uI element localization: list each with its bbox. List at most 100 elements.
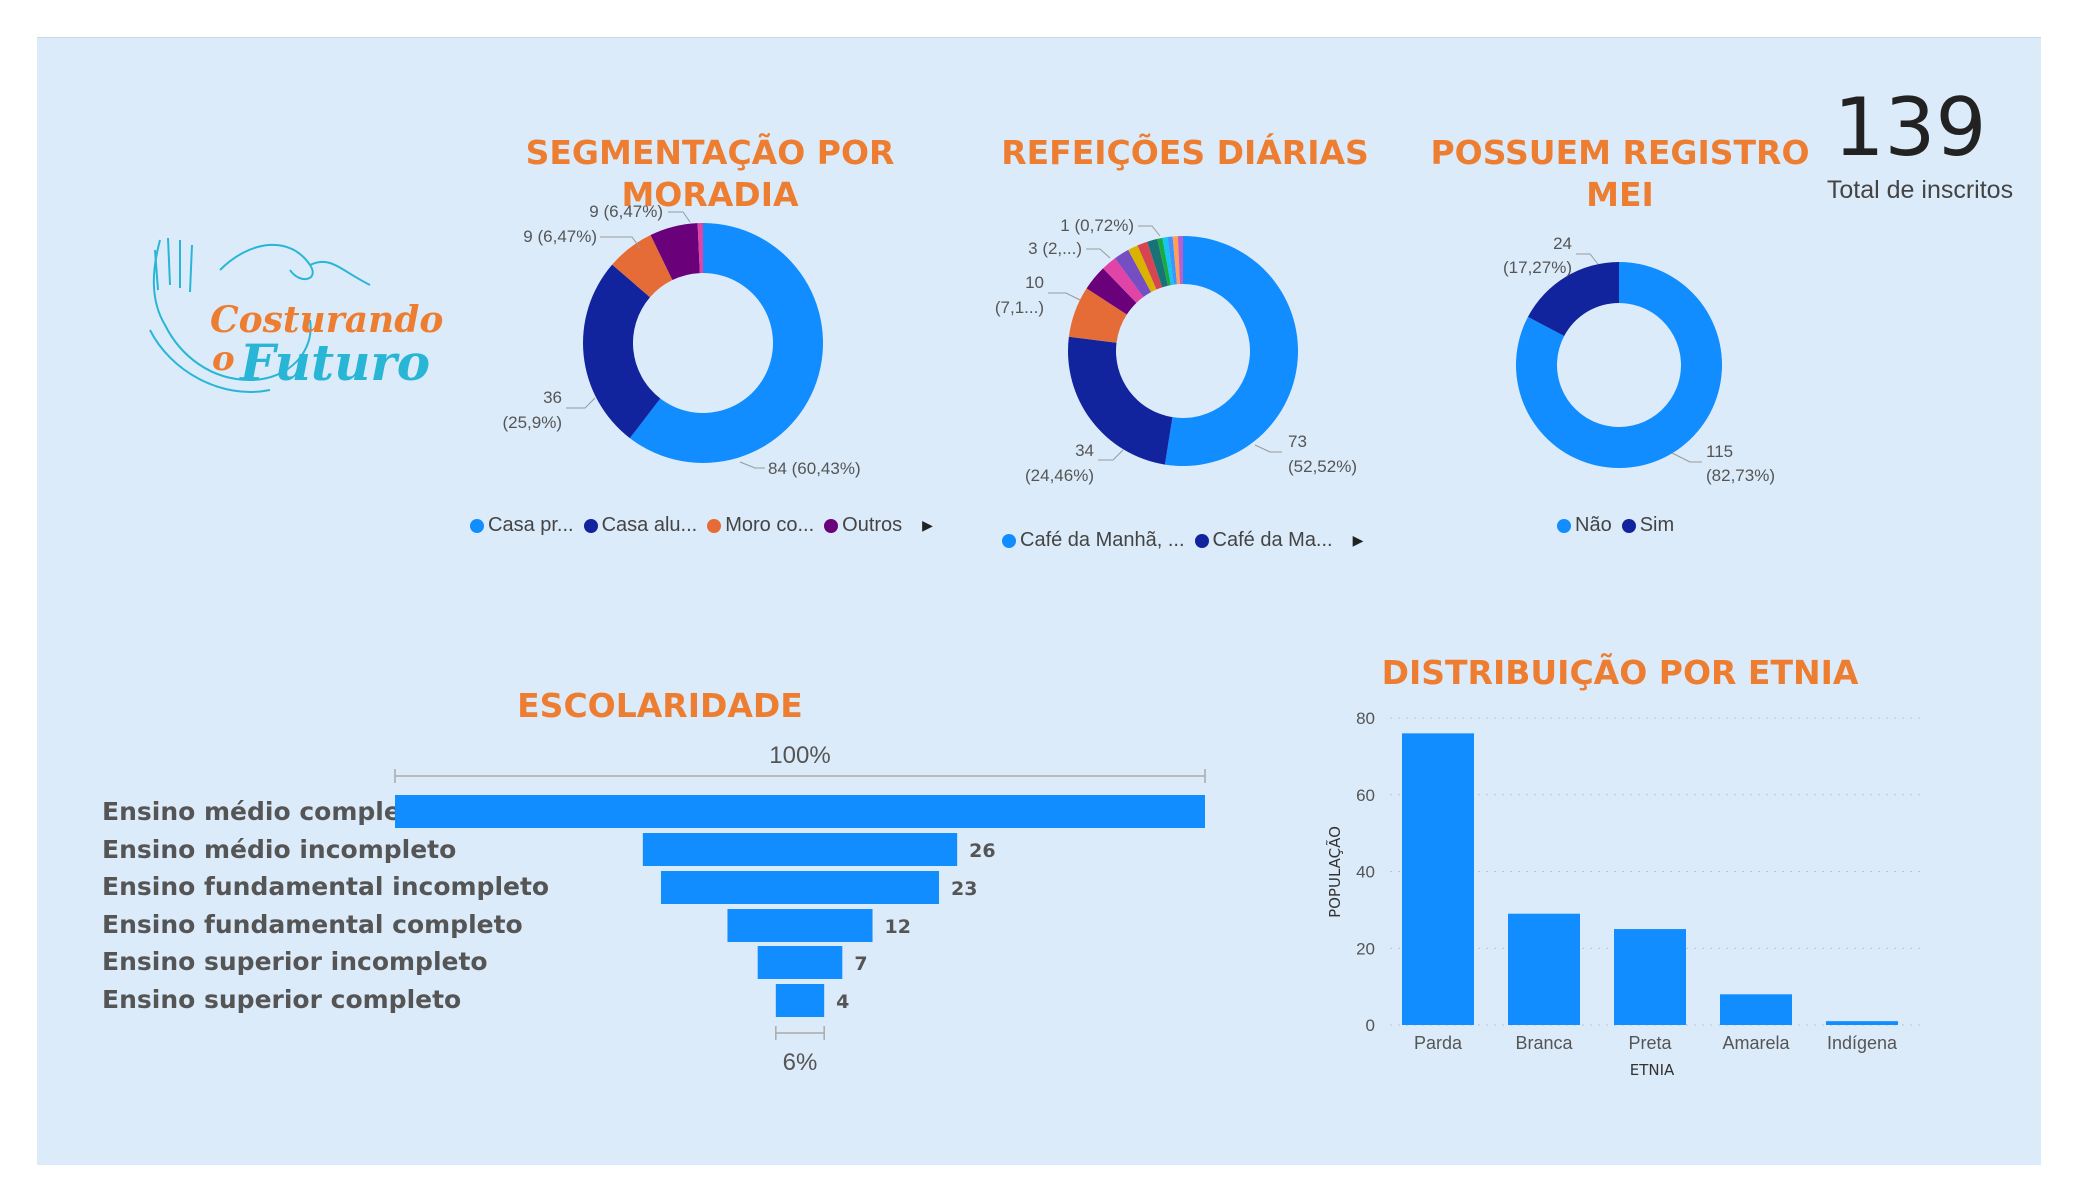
- donut-slice[interactable]: [1137, 241, 1163, 290]
- data-label: 9 (6,47%): [589, 202, 663, 221]
- chart-title-etnia: DISTRIBUIÇÃO POR ETNIA: [1381, 653, 1859, 692]
- kpi-total-label: Total de inscritos: [1826, 176, 2014, 204]
- funnel-data-label: 23: [951, 878, 977, 900]
- legend-item-moro-co[interactable]: Moro co...: [707, 514, 814, 537]
- data-label: 115: [1706, 442, 1733, 461]
- funnel-data-label: 4: [836, 991, 849, 1013]
- donut-slice[interactable]: [583, 264, 661, 439]
- x-axis-label: ETNIA: [1630, 1061, 1675, 1079]
- bar[interactable]: [1826, 1021, 1898, 1025]
- donut-slice[interactable]: [1068, 288, 1127, 343]
- funnel-category: Ensino fundamental completo: [102, 910, 523, 939]
- donut-slice[interactable]: [1147, 238, 1168, 288]
- donut-slice[interactable]: [697, 223, 703, 274]
- logo-line2: Futuro: [238, 333, 430, 392]
- funnel-bar[interactable]: [757, 946, 843, 979]
- donut-slice[interactable]: [612, 235, 673, 298]
- y-tick-label: 20: [1356, 939, 1375, 958]
- funnel-category: Ensino médio completo: [102, 797, 430, 826]
- bar[interactable]: [1614, 929, 1686, 1025]
- legend-item-casa-pr[interactable]: Casa pr...: [470, 514, 574, 537]
- data-label: (17,27%): [1503, 258, 1572, 277]
- legend-mei: Não Sim: [1557, 514, 1684, 537]
- legend-label: Sim: [1639, 514, 1675, 536]
- x-tick-label: Parda: [1414, 1033, 1463, 1053]
- funnel-bottom-percent: 6%: [783, 1049, 818, 1076]
- donut-slice[interactable]: [1172, 236, 1180, 285]
- dashboard-canvas: [37, 37, 2041, 1165]
- chart-title-mei: POSSUEM REGISTRO MEI: [1400, 132, 1840, 216]
- legend-label: Café da Ma...: [1212, 529, 1333, 551]
- label-leader-line: [1138, 225, 1161, 237]
- legend-item-sim[interactable]: Sim: [1621, 514, 1675, 537]
- donut-slice[interactable]: [1068, 336, 1173, 465]
- y-tick-label: 40: [1356, 863, 1375, 882]
- data-label: 73: [1288, 432, 1307, 451]
- x-tick-label: Indígena: [1827, 1033, 1898, 1053]
- donut-slice[interactable]: [650, 223, 700, 281]
- logo-line2-o: o: [212, 339, 235, 379]
- kpi-total-value: 139: [1833, 81, 1987, 174]
- costurando-o-futuro-logo: Costurando o Futuro: [140, 230, 443, 430]
- chart-title-moradia: SEGMENTAÇÃO POR MORADIA: [525, 133, 895, 214]
- donut-slice[interactable]: [1162, 237, 1174, 286]
- legend-item-casa-alu[interactable]: Casa alu...: [583, 514, 697, 537]
- donut-slice[interactable]: [1128, 245, 1157, 293]
- x-tick-label: Amarela: [1722, 1033, 1790, 1053]
- donut-slice[interactable]: [1157, 237, 1171, 286]
- donut-slice[interactable]: [1103, 258, 1144, 303]
- donut-slice[interactable]: [1527, 262, 1619, 337]
- data-label: 3 (2,...): [1028, 239, 1082, 258]
- funnel-bar[interactable]: [642, 833, 958, 866]
- donut-slice[interactable]: [1086, 268, 1137, 315]
- donut-slice[interactable]: [1164, 236, 1299, 466]
- chart-title-mei-line2: MEI: [1586, 175, 1654, 214]
- funnel-bar[interactable]: [660, 871, 940, 904]
- label-leader-line: [1576, 253, 1599, 265]
- legend-item-cafe-manha-2[interactable]: Café da Ma...: [1194, 529, 1333, 552]
- bar[interactable]: [1402, 733, 1474, 1025]
- funnel-bar[interactable]: [727, 909, 873, 942]
- label-leader-line: [1048, 292, 1081, 301]
- funnel-bar[interactable]: [775, 984, 825, 1017]
- label-leader-line: [1086, 248, 1111, 259]
- legend-next-arrow-icon[interactable]: ▶: [922, 517, 933, 533]
- funnel-data-label: 12: [885, 916, 911, 938]
- data-label: 10: [1025, 273, 1044, 292]
- chart-title-mei-line1: POSSUEM REGISTRO: [1430, 133, 1810, 172]
- legend-refeicoes: Café da Manhã, ... Café da Ma... ▶: [1002, 529, 1363, 552]
- chart-title-escolaridade: ESCOLARIDADE: [517, 686, 803, 725]
- data-label: 34: [1075, 441, 1094, 460]
- funnel-category: Ensino superior completo: [102, 985, 462, 1014]
- legend-label: Café da Manhã, ...: [1020, 529, 1185, 551]
- funnel-category: Ensino médio incompleto: [102, 835, 457, 864]
- donut-slice[interactable]: [629, 223, 824, 464]
- legend-item-nao[interactable]: Não: [1557, 514, 1612, 537]
- x-tick-label: Branca: [1515, 1033, 1573, 1053]
- bar[interactable]: [1720, 994, 1792, 1025]
- legend-item-cafe-manha-1[interactable]: Café da Manhã, ...: [1002, 529, 1185, 552]
- label-leader-line: [739, 461, 765, 469]
- funnel-data-label: 7: [854, 953, 867, 975]
- x-tick-label: Preta: [1628, 1033, 1672, 1053]
- donut-slice[interactable]: [1114, 249, 1152, 297]
- legend-item-outros[interactable]: Outros: [824, 514, 902, 537]
- legend-next-arrow-icon[interactable]: ▶: [1352, 532, 1364, 548]
- data-label: 9 (6,47%): [523, 227, 597, 246]
- donut-slice[interactable]: [1177, 236, 1183, 285]
- label-leader-line: [1098, 449, 1124, 461]
- data-label: 36: [543, 388, 562, 407]
- y-tick-label: 0: [1366, 1016, 1375, 1035]
- donut-slice[interactable]: [1167, 236, 1177, 285]
- label-leader-line: [600, 236, 641, 249]
- y-axis-label: POPULAÇÃO: [1325, 826, 1344, 918]
- legend-moradia: Casa pr... Casa alu... Moro co... Outros…: [470, 514, 933, 537]
- data-label: 1 (0,72%): [1060, 216, 1134, 235]
- donut-slice[interactable]: [1516, 262, 1723, 468]
- funnel-bar[interactable]: [395, 795, 1205, 828]
- bar[interactable]: [1508, 913, 1580, 1025]
- label-leader-line: [1254, 444, 1282, 453]
- label-leader-line: [1671, 452, 1702, 463]
